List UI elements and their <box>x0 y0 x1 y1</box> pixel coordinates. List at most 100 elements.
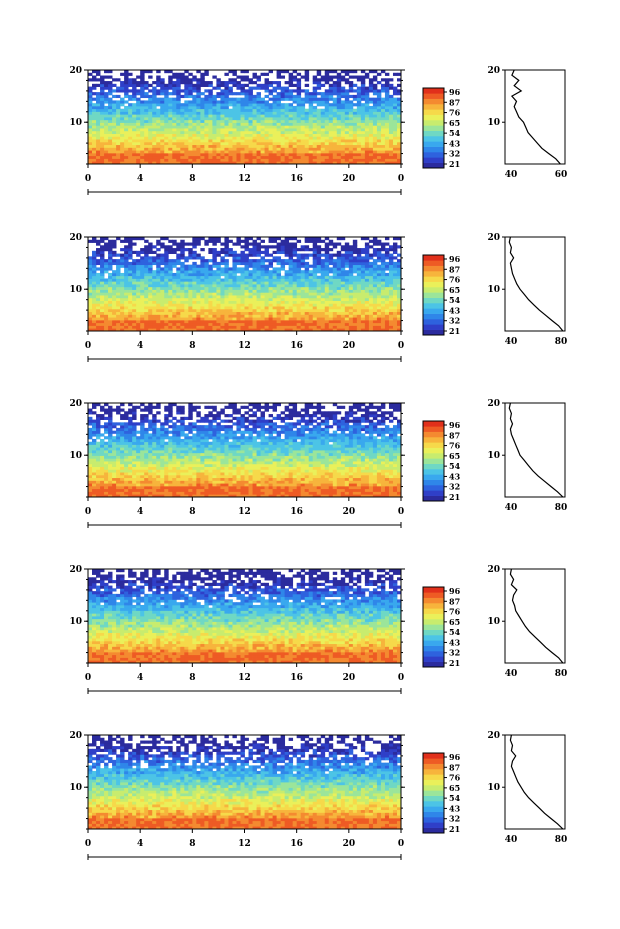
heatmap-cell <box>356 86 362 90</box>
heatmap-cell <box>156 278 161 282</box>
heatmap-cell <box>340 108 346 112</box>
heatmap-cell <box>100 152 105 157</box>
heatmap-cell <box>160 139 165 143</box>
colorbar-swatch <box>423 130 444 137</box>
heatmap-cell <box>128 494 133 498</box>
heatmap-cell <box>104 141 109 146</box>
heatmap-cell <box>152 122 157 126</box>
heatmap-cell <box>156 239 161 243</box>
heatmap-cell <box>152 272 157 277</box>
heatmap-cell <box>224 86 229 90</box>
heatmap-cell <box>140 328 145 332</box>
heatmap-cell <box>276 314 282 318</box>
heatmap-cell <box>248 261 253 266</box>
heatmap-cell <box>264 119 269 123</box>
heatmap-cell <box>296 297 302 301</box>
heatmap-cell <box>336 147 342 151</box>
heatmap-cell <box>240 275 245 279</box>
heatmap-cell <box>304 275 310 279</box>
heatmap-cell <box>164 297 169 301</box>
heatmap-cell <box>200 297 205 301</box>
heatmap-cell <box>108 297 113 301</box>
heatmap-cell <box>300 259 306 263</box>
heatmap-cell <box>356 286 362 290</box>
heatmap-cell <box>332 144 338 148</box>
heatmap-cell <box>388 311 394 315</box>
heatmap-cell <box>148 70 153 74</box>
colorbar-tick-label: 32 <box>449 316 460 326</box>
heatmap-cell <box>316 239 322 243</box>
heatmap-cell <box>316 100 322 104</box>
heatmap-cell <box>152 278 157 282</box>
heatmap-cell <box>284 275 290 279</box>
heatmap-cell <box>180 139 185 143</box>
heatmap-cell <box>244 136 249 140</box>
heatmap-cell <box>112 319 117 324</box>
heatmap-cell <box>208 270 213 274</box>
heatmap-cell <box>348 278 354 282</box>
heatmap-cell <box>252 158 257 162</box>
heatmap-cell <box>200 275 205 279</box>
heatmap-cell <box>364 281 370 285</box>
heatmap-cell <box>240 125 245 129</box>
heatmap-cell <box>108 128 113 132</box>
heatmap-cell <box>328 275 334 279</box>
heatmap-cell <box>296 261 302 266</box>
heatmap-cell <box>328 117 334 121</box>
heatmap-cell <box>324 108 330 112</box>
heatmap-cell <box>148 158 153 162</box>
heatmap-cell <box>360 284 366 288</box>
heatmap-cell <box>312 292 318 296</box>
heatmap-cell <box>252 144 257 148</box>
heatmap-cell <box>176 261 181 266</box>
heatmap-cell <box>220 272 225 277</box>
heatmap-cell <box>352 281 358 285</box>
heatmap-cell <box>264 117 269 121</box>
heatmap-cell <box>204 152 209 157</box>
heatmap-cell <box>168 105 173 110</box>
heatmap-cell <box>300 97 306 101</box>
heatmap-cell <box>212 319 217 324</box>
heatmap-cell <box>332 261 338 266</box>
heatmap-cell <box>172 303 177 307</box>
heatmap-cell <box>360 289 366 293</box>
heatmap-cell <box>184 311 189 315</box>
heatmap-cell <box>340 70 346 74</box>
heatmap-cell <box>324 261 330 266</box>
heatmap-cell <box>100 314 105 318</box>
heatmap-cell <box>372 70 378 74</box>
heatmap-cell <box>320 136 326 140</box>
heatmap-cell <box>112 105 117 110</box>
heatmap-cell <box>324 325 330 329</box>
heatmap-cell <box>196 147 201 151</box>
heatmap-cell <box>168 314 173 318</box>
heatmap-cell <box>276 242 282 246</box>
heatmap-cell <box>120 322 125 326</box>
heatmap-cell <box>316 114 322 118</box>
heatmap-cell <box>224 150 229 154</box>
heatmap-cell <box>128 114 133 118</box>
heatmap-cell <box>132 284 137 288</box>
heatmap-cell <box>208 89 213 93</box>
heatmap-cell <box>392 147 398 151</box>
heatmap-cell <box>168 494 173 498</box>
heatmap-cell <box>244 105 249 110</box>
heatmap-cell <box>232 308 237 313</box>
heatmap-cell <box>176 75 181 79</box>
heatmap-cell <box>316 494 322 498</box>
heatmap-cell <box>204 89 209 93</box>
heatmap-cell <box>232 114 237 118</box>
heatmap-cell <box>212 308 217 313</box>
heatmap-cell <box>344 97 350 101</box>
heatmap-cell <box>392 86 398 90</box>
heatmap-cell <box>260 147 265 151</box>
heatmap-cell <box>356 103 362 107</box>
heatmap-cell <box>208 108 213 112</box>
heatmap-cell <box>244 158 249 162</box>
heatmap-cell <box>172 239 177 243</box>
heatmap-cell <box>120 289 125 293</box>
heatmap-cell <box>128 278 133 282</box>
heatmap-cell <box>228 275 233 279</box>
heatmap-cell <box>168 70 173 74</box>
heatmap-cell <box>108 81 113 85</box>
